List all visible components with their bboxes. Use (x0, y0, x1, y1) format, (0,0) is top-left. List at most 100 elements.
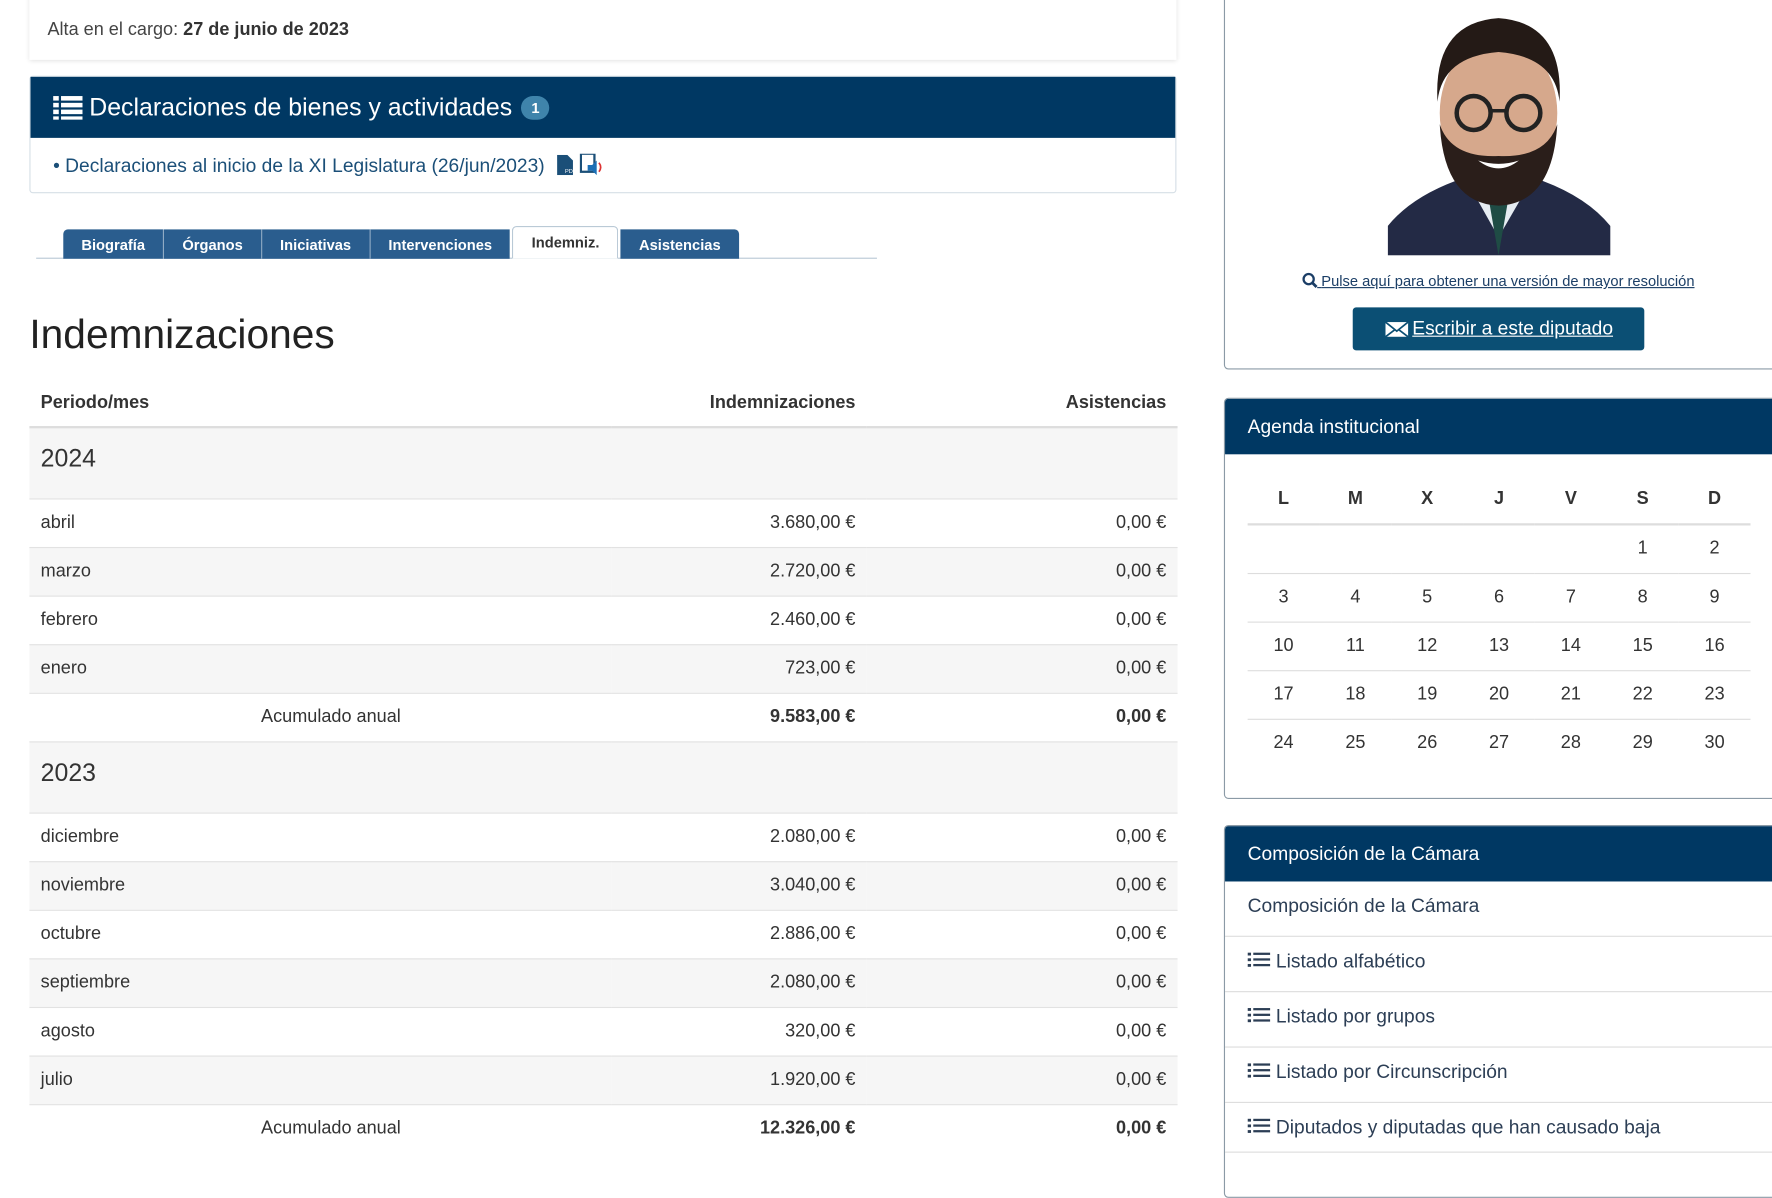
tab-biografia[interactable]: Biografía (63, 229, 165, 259)
table-cell: 0,00 € (866, 957, 1178, 1007)
calendar-day[interactable]: 29 (1606, 718, 1679, 768)
pdf-icon[interactable]: PDF (555, 154, 577, 176)
table-cell: febrero (29, 594, 611, 645)
table-cell: 320,00 € (610, 1006, 867, 1056)
high-resolution-link-text[interactable]: Pulse aquí para obtener una versión de m… (1321, 272, 1695, 290)
composicion-item-label[interactable]: Diputados y diputadas que han causado ba… (1275, 1116, 1661, 1139)
profile-card (29, 0, 1177, 60)
declaraciones-panel: Declaraciones de bienes y actividades 1 … (29, 75, 1177, 194)
weekday-header: V (1534, 474, 1607, 526)
column-header: Asistencias (866, 379, 1178, 429)
calendar-day[interactable]: 2 (1709, 538, 1720, 558)
calendar-day[interactable]: 11 (1319, 620, 1392, 671)
table-cell: 0,00 € (866, 860, 1178, 910)
composicion-title: Composición de la Cámara (1225, 826, 1772, 882)
composicion-item-label[interactable]: Listado por Circunscripción (1275, 1061, 1508, 1083)
calendar-day[interactable]: 13 (1463, 620, 1535, 671)
tab-organos[interactable]: Órganos (164, 229, 262, 259)
composicion-item-label[interactable]: Listado por grupos (1275, 1005, 1436, 1028)
table-cell: 3.040,00 € (610, 860, 867, 910)
total-label: Acumulado anual (29, 1103, 611, 1153)
total-row: Acumulado anual 9.583,00 €0,00 € (29, 692, 1178, 742)
table-row: abril 3.680,00 €0,00 € (29, 497, 1178, 547)
envelope-icon (1384, 320, 1409, 337)
table-row: julio 1.920,00 €0,00 € (29, 1054, 1178, 1105)
declaraciones-link[interactable]: • Declaraciones al inicio de la XI Legis… (53, 154, 545, 177)
calendar-day[interactable]: 28 (1534, 718, 1607, 768)
tab-indemnizaciones[interactable]: Indemniz. (512, 226, 619, 259)
year-label: 2024 (29, 426, 1178, 499)
total-value: 0,00 € (866, 692, 1178, 742)
tab-iniciativas[interactable]: Iniciativas (261, 229, 371, 259)
table-cell: 2.080,00 € (610, 957, 867, 1007)
composicion-item-label[interactable]: Listado alfabético (1275, 950, 1426, 972)
calendar-empty (1391, 524, 1463, 573)
total-label: Acumulado anual (29, 692, 611, 742)
calendar-day[interactable]: 14 (1534, 620, 1607, 671)
composicion-item[interactable]: Listado por grupos (1225, 992, 1772, 1048)
calendar-day[interactable]: 24 (1247, 718, 1320, 768)
calendar-day[interactable]: 20 (1463, 669, 1535, 719)
svg-text:PDF: PDF (565, 169, 575, 175)
declaraciones-title: Declaraciones de bienes y actividades (89, 92, 513, 121)
column-header: Periodo/mes (29, 379, 611, 429)
table-cell: 2.080,00 € (610, 811, 867, 862)
table-row: febrero 2.460,00 €0,00 € (29, 594, 1178, 645)
deputy-card (1223, 0, 1772, 370)
calendar-day[interactable]: 7 (1534, 572, 1607, 622)
table-cell: 2.720,00 € (610, 546, 867, 596)
deputy-photo[interactable] (1387, 11, 1611, 256)
composicion-item[interactable]: Composición de la Cámara (1225, 881, 1772, 937)
calendar-day[interactable]: 4 (1319, 572, 1392, 622)
calendar-day[interactable]: 25 (1319, 718, 1392, 768)
high-resolution-link[interactable]: Pulse aquí para obtener una versión de m… (1224, 272, 1772, 289)
calendar-day[interactable]: 9 (1678, 572, 1751, 622)
tab-asistencias[interactable]: Asistencias (620, 229, 739, 259)
write-deputy-button[interactable]: Escribir a este diputado (1352, 307, 1645, 351)
calendar-day[interactable]: 17 (1247, 669, 1320, 719)
calendar-day[interactable]: 1 (1637, 538, 1648, 558)
calendar-day[interactable]: 16 (1678, 620, 1751, 671)
table-row: noviembre 3.040,00 €0,00 € (29, 860, 1178, 910)
calendar-day[interactable]: 10 (1247, 620, 1320, 671)
table-cell: 2.886,00 € (610, 909, 867, 959)
total-row: Acumulado anual 12.326,00 €0,00 € (29, 1103, 1178, 1153)
table-cell: 0,00 € (866, 1006, 1178, 1056)
table-cell: octubre (29, 909, 611, 959)
composicion-item[interactable]: Listado alfabético (1225, 937, 1772, 993)
year-label: 2023 (29, 740, 1178, 813)
table-cell: agosto (29, 1006, 611, 1056)
composicion-item[interactable]: Diputados y diputadas que han causado ba… (1225, 1103, 1772, 1153)
table-cell: 0,00 € (866, 1054, 1178, 1105)
calendar-day[interactable]: 21 (1534, 669, 1607, 719)
calendar-day[interactable]: 5 (1391, 572, 1464, 622)
list-icon (1247, 1118, 1271, 1133)
calendar-day[interactable]: 27 (1463, 718, 1535, 768)
calendar-empty (1463, 524, 1535, 573)
calendar-day[interactable]: 26 (1391, 718, 1464, 768)
composicion-item-label[interactable]: Composición de la Cámara (1247, 895, 1480, 917)
calendar-day[interactable]: 12 (1391, 620, 1464, 671)
list-icon (1247, 1063, 1271, 1078)
calendar-day[interactable]: 3 (1247, 572, 1320, 622)
calendar-day[interactable]: 8 (1606, 572, 1679, 622)
tab-intervenciones[interactable]: Intervenciones (370, 229, 511, 259)
calendar-day[interactable]: 22 (1606, 669, 1679, 719)
composicion-item[interactable]: Listado por Circunscripción (1225, 1048, 1772, 1103)
audio-document-icon[interactable] (580, 152, 605, 177)
calendar-day[interactable]: 18 (1319, 669, 1392, 719)
table-cell: 0,00 € (866, 546, 1178, 596)
write-deputy-label[interactable]: Escribir a este diputado (1412, 317, 1614, 340)
calendar-day[interactable]: 19 (1391, 669, 1464, 719)
calendar-day[interactable]: 30 (1678, 718, 1751, 768)
calendar-day[interactable]: 6 (1463, 572, 1535, 622)
tab-bar: Biografía Órganos Iniciativas Intervenci… (36, 226, 877, 259)
agenda-title: Agenda institucional (1225, 398, 1772, 455)
table-cell: 3.680,00 € (610, 497, 867, 547)
alta-en-cargo: Alta en el cargo: 27 de junio de 2023 (47, 20, 349, 40)
calendar-day[interactable]: 15 (1606, 620, 1679, 671)
weekday-header: J (1463, 474, 1535, 526)
calendar-day[interactable]: 23 (1678, 669, 1751, 719)
